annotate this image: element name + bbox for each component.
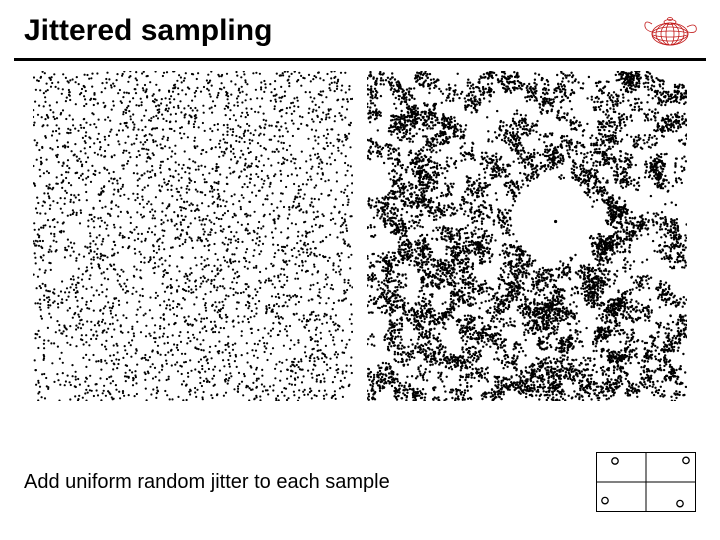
header-rule bbox=[14, 58, 706, 61]
sparse-stipple bbox=[33, 71, 353, 401]
panel-right bbox=[367, 71, 687, 406]
teapot-logo bbox=[640, 10, 700, 52]
panel-left bbox=[33, 71, 353, 406]
header: Jittered sampling bbox=[0, 0, 720, 58]
caption-text: Add uniform random jitter to each sample bbox=[24, 471, 390, 494]
jitter-grid-diagram bbox=[596, 452, 696, 512]
dense-stipple-with-void bbox=[367, 71, 687, 401]
page-title: Jittered sampling bbox=[24, 14, 272, 48]
figure-row bbox=[0, 71, 720, 406]
caption-row: Add uniform random jitter to each sample bbox=[24, 452, 696, 512]
